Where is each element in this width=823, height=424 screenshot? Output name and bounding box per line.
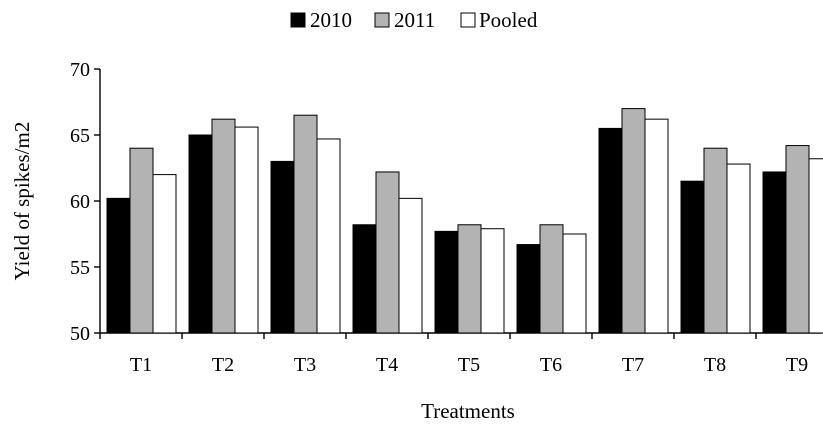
bar-2011-t7: [621, 108, 646, 334]
bar-pooled-t4: [398, 197, 423, 334]
x-axis: T1 T2 T3 T4 T5 T6 T7 T8 T9: [99, 332, 822, 376]
bar-pooled-t6: [562, 233, 587, 334]
bar-2011-t8: [703, 147, 728, 334]
bar-2011-t9: [785, 145, 810, 334]
x-tick-label: T2: [212, 354, 234, 376]
bar-pooled-t9: [808, 158, 823, 334]
x-tick-label: T5: [458, 354, 480, 376]
y-tick-label: 55: [70, 257, 90, 279]
bar-2010-t9: [762, 171, 787, 334]
bar-2010-t7: [598, 127, 623, 334]
bar-2011-t1: [129, 147, 154, 334]
x-tick-label: T9: [786, 354, 808, 376]
y-tick-label: 60: [70, 191, 90, 213]
bar-pooled-t1: [152, 174, 177, 334]
bar-pooled-t2: [234, 126, 259, 334]
bar-2011-t6: [539, 224, 564, 334]
bar-pooled-t5: [480, 228, 505, 334]
bar-2010-t2: [188, 134, 213, 334]
bars: [106, 108, 823, 334]
bar-2010-t3: [270, 160, 295, 334]
legend-swatch-2010: [290, 12, 306, 28]
legend-label-2010: 2010: [310, 8, 352, 32]
x-tick-label: T8: [704, 354, 726, 376]
bar-2010-t4: [352, 224, 377, 334]
x-tick-label: T4: [376, 354, 398, 376]
legend-label-2011: 2011: [394, 8, 435, 32]
x-tick-label: T3: [294, 354, 316, 376]
bar-pooled-t8: [726, 163, 751, 334]
legend: 2010 2011 Pooled: [290, 8, 538, 32]
bar-2010-t5: [434, 230, 459, 334]
y-axis: 50 55 60 65 70: [70, 59, 101, 345]
legend-swatch-2011: [374, 12, 390, 28]
x-tick-label: T1: [130, 354, 152, 376]
y-tick-label: 65: [70, 125, 90, 147]
bar-2010-t6: [516, 244, 541, 334]
x-axis-label: Treatments: [421, 399, 515, 423]
bar-2010-t1: [106, 197, 131, 334]
legend-label-pooled: Pooled: [479, 8, 538, 32]
bar-2011-t4: [375, 171, 400, 334]
bar-2010-t8: [680, 180, 705, 334]
y-axis-label: Yield of spikes/m2: [10, 122, 34, 281]
bar-pooled-t3: [316, 138, 341, 334]
bar-pooled-t7: [644, 118, 669, 334]
bar-2011-t2: [211, 118, 236, 334]
x-tick-label: T7: [622, 354, 644, 376]
y-tick-label: 70: [70, 59, 90, 81]
x-tick-label: T6: [540, 354, 562, 376]
bar-2011-t3: [293, 114, 318, 334]
y-tick-label: 50: [70, 323, 90, 345]
legend-swatch-pooled: [460, 12, 476, 28]
bar-2011-t5: [457, 224, 482, 334]
